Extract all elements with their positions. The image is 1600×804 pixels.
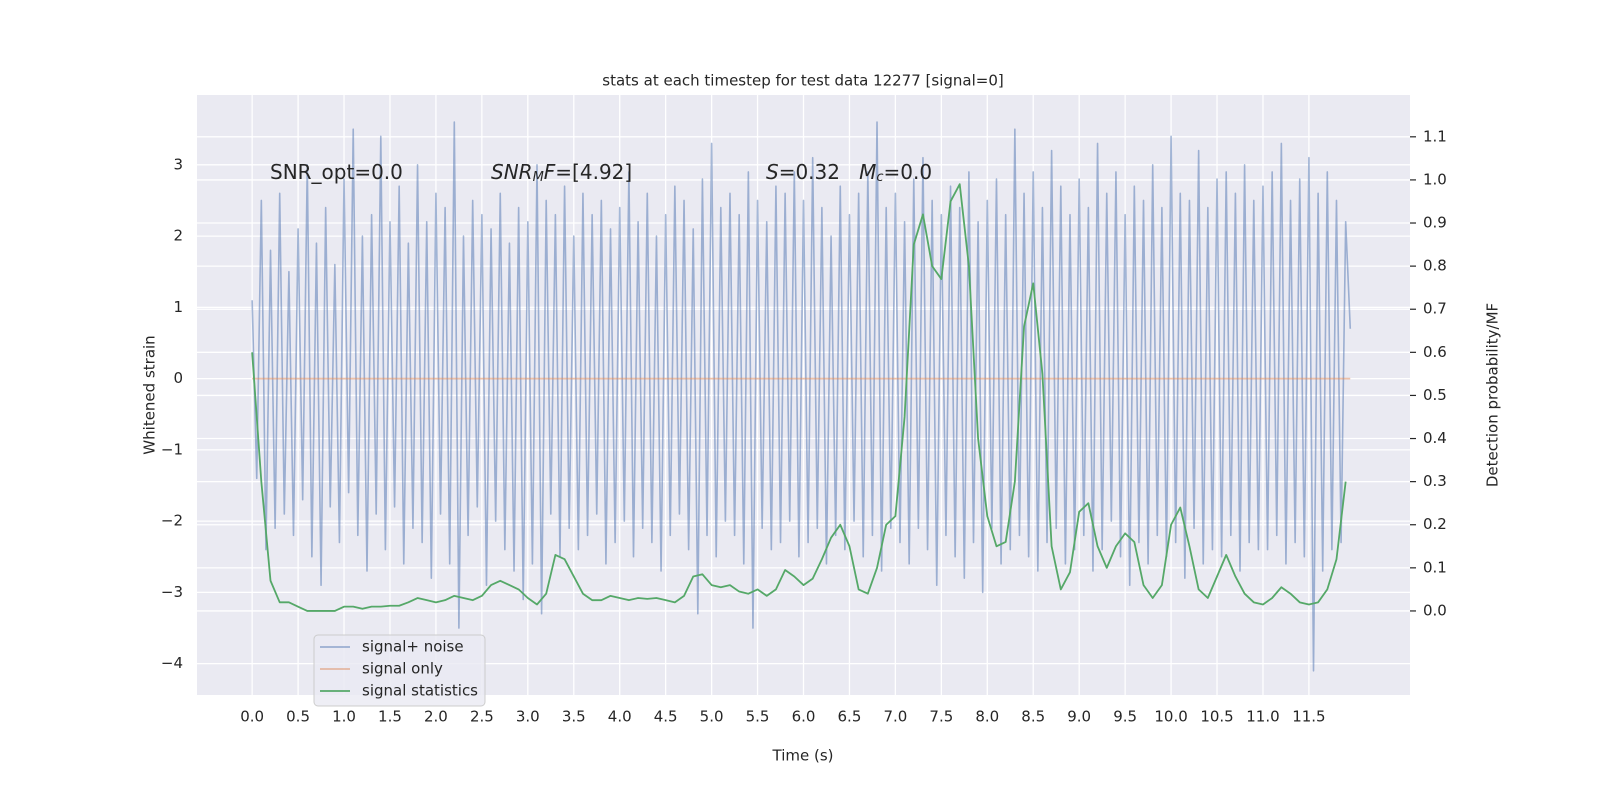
annotation-part: =0.32 [779, 160, 859, 184]
y2-tick-label: 1.0 [1423, 170, 1447, 188]
annotation-part: S [766, 160, 779, 184]
legend-label: signal+ noise [362, 638, 464, 656]
x-tick-label: 8.5 [1021, 708, 1045, 726]
y2-tick-label: 1.1 [1423, 127, 1447, 145]
annotation-part: =0.0 [884, 160, 933, 184]
annotation: S=0.32 Mc=0.0 [766, 160, 932, 185]
x-tick-label: 7.0 [883, 708, 907, 726]
x-tick-label: 9.0 [1067, 708, 1091, 726]
legend-box [313, 634, 486, 707]
x-tick-label: 9.5 [1113, 708, 1137, 726]
x-tick-label: 11.5 [1292, 708, 1325, 726]
y2-tick-label: 0.6 [1423, 343, 1447, 361]
x-tick-label: 8.0 [975, 708, 999, 726]
y2-tick-label: 0.7 [1423, 300, 1447, 318]
x-tick-label: 0.5 [286, 708, 310, 726]
x-tick-label: 2.0 [424, 708, 448, 726]
x-tick-label: 10.0 [1154, 708, 1187, 726]
y-tick-label: 1 [173, 298, 183, 316]
legend: signal+ noise signal only signal statistic… [313, 634, 486, 707]
y-tick-label: 0 [173, 369, 183, 387]
y2-tick-label: 0.2 [1423, 515, 1447, 533]
y2-tick-label: 0.5 [1423, 386, 1447, 404]
annotation-part: SNR_opt=0.0 [270, 160, 403, 184]
x-tick-label: 6.0 [792, 708, 816, 726]
y2-axis-label: Detection probability/MF [1484, 303, 1502, 487]
annotation-part: F [544, 160, 556, 184]
x-tick-label: 2.5 [470, 708, 494, 726]
legend-label: signal only [362, 660, 443, 678]
y-tick-label: −3 [161, 583, 183, 601]
series-line [251, 183, 1347, 612]
annotation-part: M [533, 170, 544, 185]
x-tick-label: 4.5 [654, 708, 678, 726]
y2-tick-label: 0.4 [1423, 429, 1447, 447]
x-tick-label: 1.0 [332, 708, 356, 726]
y2-tick-label: 0.8 [1423, 257, 1447, 275]
y2-tick-label: 0.3 [1423, 472, 1447, 490]
x-tick-label: 10.5 [1200, 708, 1233, 726]
annotation-part: c [876, 170, 883, 185]
annotation-part: M [859, 160, 876, 184]
x-tick-label: 1.5 [378, 708, 402, 726]
y-tick-label: −1 [161, 440, 183, 458]
legend-label: signal statistics [362, 682, 478, 700]
x-tick-label: 0.0 [240, 708, 264, 726]
annotation: SNRMF=[4.92] [491, 160, 632, 185]
x-tick-label: 6.5 [838, 708, 862, 726]
y-axis-label: Whitened strain [141, 335, 159, 454]
marks [251, 121, 1352, 672]
y-tick-label: 3 [173, 155, 183, 173]
annotation: SNR_opt=0.0 [270, 160, 403, 184]
y2-tick-label: 0.0 [1423, 601, 1447, 619]
annotation-part: SNR [491, 160, 533, 184]
chart-title: stats at each timestep for test data 122… [602, 72, 1003, 90]
y2-tick-label: 0.9 [1423, 214, 1447, 232]
y-tick-label: −2 [161, 512, 183, 530]
x-tick-label: 7.5 [929, 708, 953, 726]
y-tick-label: 2 [173, 227, 183, 245]
labels: 0.0 0.5 1.0 1.5 2.0 2.5 3.0 3.5 4.0 4.5 5.0 5.5 6.0 6… [161, 127, 1447, 725]
y2-tick-label: 0.1 [1423, 558, 1447, 576]
annotation-part: =[4.92] [555, 160, 632, 184]
x-tick-label: 11.0 [1246, 708, 1279, 726]
y-tick-label: −4 [161, 654, 183, 672]
x-tick-label: 5.5 [746, 708, 770, 726]
x-tick-label: 3.5 [562, 708, 586, 726]
x-tick-label: 4.0 [608, 708, 632, 726]
x-axis-label: Time (s) [772, 747, 834, 765]
x-tick-label: 3.0 [516, 708, 540, 726]
x-tick-label: 5.0 [700, 708, 724, 726]
